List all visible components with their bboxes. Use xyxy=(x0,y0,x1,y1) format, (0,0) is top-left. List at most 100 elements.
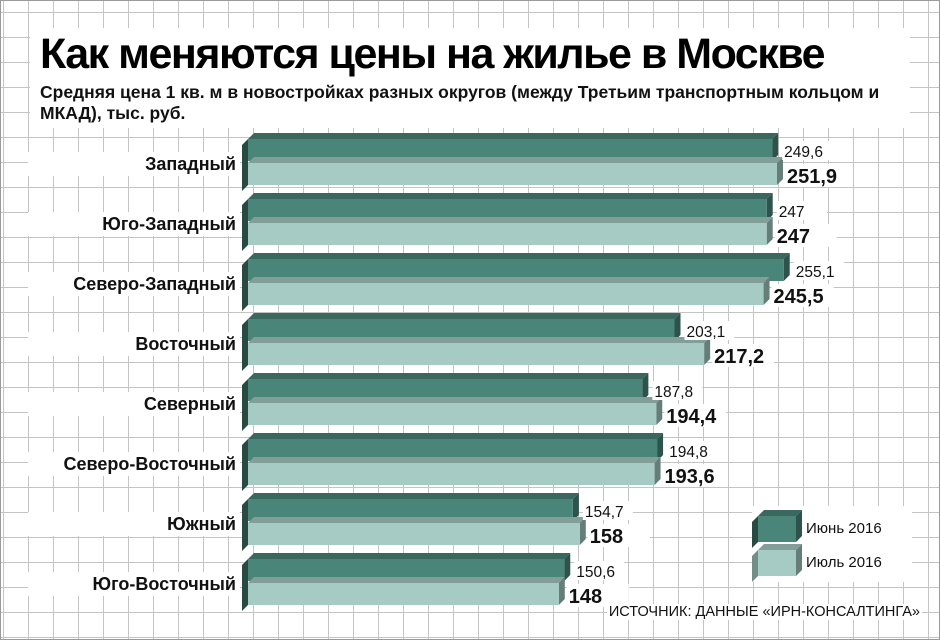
category-label-bg-северный xyxy=(28,392,240,416)
value-label-june-юго-западный: 247 xyxy=(779,204,805,221)
chart-subtitle: Средняя цена 1 кв. м в новостройках разн… xyxy=(40,82,880,123)
value-bg-june-западный xyxy=(782,141,833,160)
category-label-юго-восточный: Юго-Восточный xyxy=(93,574,236,594)
value-label-june-западный: 249,6 xyxy=(784,144,823,161)
value-bg-july-северо-восточный xyxy=(662,464,725,487)
bar-june-восточный xyxy=(248,319,675,341)
bar-june-северный-side xyxy=(642,373,649,401)
bar-july-северный-top xyxy=(248,397,663,403)
value-label-june-восточный: 203,1 xyxy=(687,324,726,341)
bar-june-северный-top xyxy=(248,373,649,379)
category-label-bg-северо-восточный xyxy=(28,452,240,476)
bar-june-юго-западный-top xyxy=(248,193,773,199)
legend-swatch-july-top xyxy=(758,544,802,550)
value-bg-july-юго-западный xyxy=(774,224,837,247)
bar-july-северо-восточный-top xyxy=(248,457,661,463)
bar-july-восточный-top xyxy=(248,337,711,343)
value-label-july-восточный: 217,2 xyxy=(714,346,764,368)
value-bg-june-северо-восточный xyxy=(667,441,718,460)
value-label-july-северный: 194,4 xyxy=(666,406,717,428)
legend-swatch-june-side xyxy=(796,510,802,542)
value-label-july-юго-восточный: 148 xyxy=(569,586,602,608)
legend-swatch-july xyxy=(758,550,796,576)
bar-july-восточный xyxy=(248,343,705,365)
bar-july-юго-западный-side xyxy=(766,217,773,245)
value-bg-june-восточный xyxy=(684,321,735,340)
bar-june-северо-восточный-side xyxy=(657,433,664,461)
bar-july-юго-восточный xyxy=(248,583,559,605)
category-label-bg-юго-западный xyxy=(28,212,240,236)
bar-june-восточный-top xyxy=(248,313,681,319)
bar-july-южный xyxy=(248,523,580,545)
value-label-june-южный: 154,7 xyxy=(585,504,624,521)
bar-june-западный-side xyxy=(772,133,779,161)
value-label-july-южный: 158 xyxy=(590,526,623,548)
bar-base-северо-западный xyxy=(242,259,248,311)
bar-june-северный xyxy=(248,379,643,401)
legend-swatch-july-edge xyxy=(752,550,758,582)
header-background xyxy=(30,28,910,128)
legend-label-june: Июнь 2016 xyxy=(806,520,882,537)
category-label-восточный: Восточный xyxy=(135,334,236,354)
category-label-bg-западный xyxy=(28,152,240,176)
bar-june-юго-восточный xyxy=(248,559,565,581)
bar-june-южный-side xyxy=(572,493,579,521)
bar-july-южный-side xyxy=(579,517,586,545)
category-label-юго-западный: Юго-Западный xyxy=(102,214,236,234)
bar-july-западный-side xyxy=(776,157,783,185)
bar-june-северо-западный-side xyxy=(783,253,790,281)
bar-june-западный xyxy=(248,139,773,161)
value-bg-july-северо-западный xyxy=(771,284,834,307)
category-label-западный: Западный xyxy=(145,154,236,174)
value-label-june-юго-восточный: 150,6 xyxy=(576,564,615,581)
bar-july-западный xyxy=(248,163,777,185)
bar-june-северо-западный xyxy=(248,259,784,281)
value-label-july-северо-восточный: 193,6 xyxy=(665,466,715,488)
value-bg-june-северный xyxy=(652,381,703,400)
bar-june-северо-восточный xyxy=(248,439,658,461)
category-label-южный: Южный xyxy=(167,514,236,534)
category-label-bg-южный xyxy=(28,512,240,536)
legend-swatch-june-edge xyxy=(752,516,758,548)
bar-june-восточный-side xyxy=(674,313,681,341)
bar-june-юго-западный xyxy=(248,199,767,221)
legend-swatch-july-side xyxy=(796,544,802,576)
bar-june-юго-восточный-top xyxy=(248,553,571,559)
bar-july-северный xyxy=(248,403,657,425)
value-bg-june-юго-западный xyxy=(776,201,827,220)
bar-july-северо-восточный-side xyxy=(654,457,661,485)
category-label-северный: Северный xyxy=(144,394,236,414)
category-label-bg-северо-западный xyxy=(28,272,240,296)
bar-base-юго-западный xyxy=(242,199,248,251)
bar-june-северо-западный-top xyxy=(248,253,790,259)
bar-july-северо-восточный xyxy=(248,463,655,485)
value-label-july-юго-западный: 247 xyxy=(777,226,810,248)
bar-june-южный xyxy=(248,499,573,521)
value-label-june-северо-восточный: 194,8 xyxy=(669,444,708,461)
bar-base-северный xyxy=(242,379,248,431)
bar-base-восточный xyxy=(242,319,248,371)
value-bg-july-юго-восточный xyxy=(566,584,629,607)
bar-july-юго-западный-top xyxy=(248,217,773,223)
bar-june-юго-восточный-side xyxy=(564,553,571,581)
bar-june-юго-западный-side xyxy=(766,193,773,221)
value-bg-july-северный xyxy=(664,404,727,427)
bar-base-северо-восточный xyxy=(242,439,248,491)
bar-july-восточный-side xyxy=(704,337,711,365)
legend-swatch-june xyxy=(758,516,796,542)
category-label-bg-восточный xyxy=(28,332,240,356)
value-label-july-северо-западный: 245,5 xyxy=(774,286,824,308)
bar-june-северо-восточный-top xyxy=(248,433,664,439)
value-label-july-западный: 251,9 xyxy=(787,166,837,188)
value-bg-july-западный xyxy=(784,164,847,187)
bar-july-юго-восточный-top xyxy=(248,577,565,583)
value-bg-june-южный xyxy=(582,501,633,520)
value-bg-june-северо-западный xyxy=(793,261,844,280)
value-label-june-северный: 187,8 xyxy=(654,384,693,401)
bar-july-северо-западный-top xyxy=(248,277,770,283)
chart-title: Как меняются цены на жилье в Москве xyxy=(40,30,826,78)
value-bg-july-восточный xyxy=(712,344,775,367)
bar-july-северный-side xyxy=(656,397,663,425)
legend-label-july: Июль 2016 xyxy=(806,554,882,571)
